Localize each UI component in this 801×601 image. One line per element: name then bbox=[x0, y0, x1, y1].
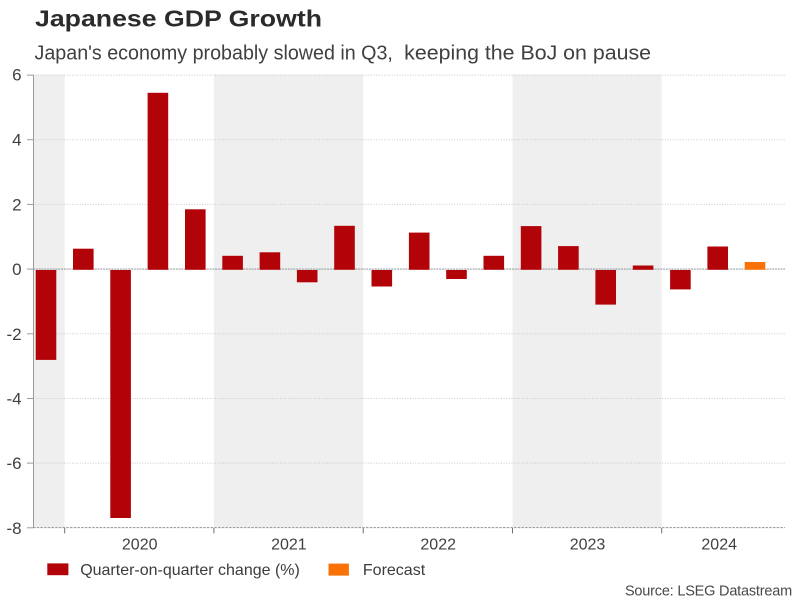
svg-text:2020: 2020 bbox=[122, 537, 158, 554]
svg-text:2023: 2023 bbox=[570, 537, 606, 554]
svg-text:4: 4 bbox=[12, 131, 21, 150]
svg-text:Source: LSEG Datastream: Source: LSEG Datastream bbox=[625, 584, 792, 600]
svg-text:-4: -4 bbox=[6, 390, 21, 409]
svg-text:0: 0 bbox=[12, 260, 21, 279]
svg-text:2: 2 bbox=[12, 195, 21, 214]
svg-text:Quarter-on-quarter change (%): Quarter-on-quarter change (%) bbox=[80, 562, 300, 579]
svg-text:Forecast: Forecast bbox=[363, 562, 426, 579]
svg-text:-6: -6 bbox=[6, 454, 21, 473]
svg-text:-8: -8 bbox=[6, 519, 21, 538]
svg-text:6: 6 bbox=[12, 66, 21, 85]
svg-text:-2: -2 bbox=[6, 325, 21, 344]
svg-text:keeping the BoJ on pause: keeping the BoJ on pause bbox=[404, 42, 651, 65]
svg-text:2022: 2022 bbox=[420, 537, 456, 554]
svg-text:2024: 2024 bbox=[701, 537, 737, 554]
svg-text:2021: 2021 bbox=[271, 537, 307, 554]
svg-text:Japanese GDP Growth: Japanese GDP Growth bbox=[35, 5, 322, 31]
svg-text:Japan's economy probably slowe: Japan's economy probably slowed in Q3, bbox=[35, 42, 393, 65]
